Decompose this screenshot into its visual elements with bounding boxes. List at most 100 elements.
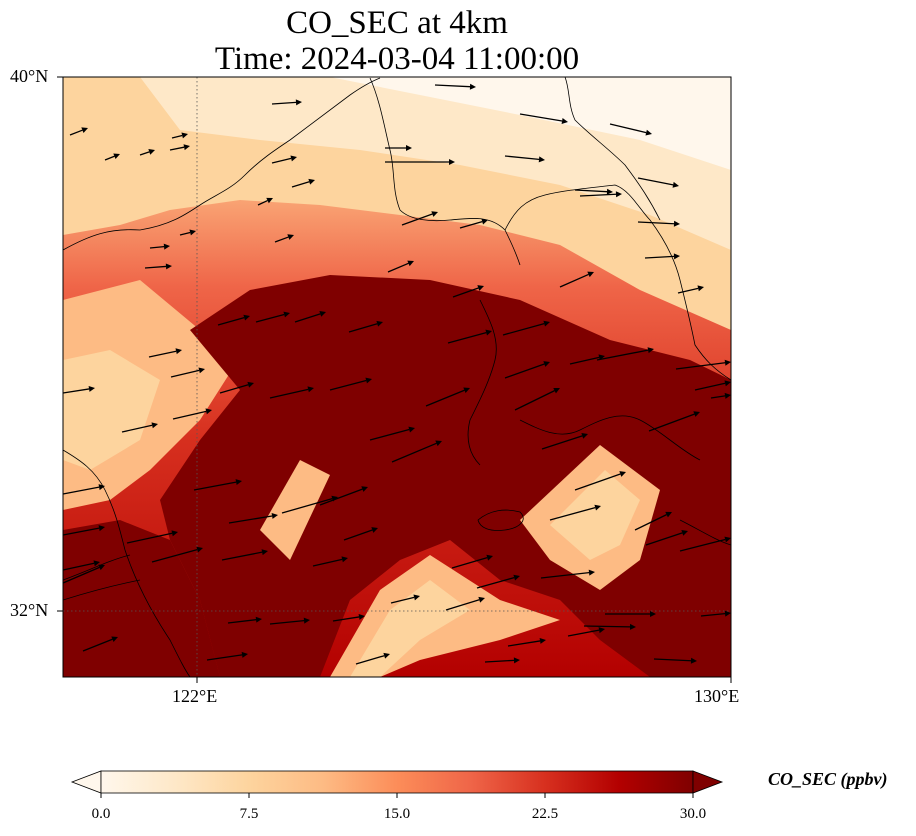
wind-arrow-shaft bbox=[567, 629, 600, 637]
wind-arrow-head bbox=[553, 387, 560, 394]
wind-arrow-head bbox=[615, 191, 622, 198]
wind-arrow bbox=[514, 387, 560, 411]
wind-arrow bbox=[447, 329, 492, 344]
wind-arrow bbox=[294, 310, 326, 323]
wind-arrow-shaft bbox=[514, 390, 555, 411]
wind-arrow bbox=[291, 178, 315, 188]
wind-arrow-head bbox=[673, 220, 680, 227]
wind-arrow-head bbox=[235, 479, 242, 486]
wind-arrow-head bbox=[513, 657, 520, 664]
coastline-east bbox=[564, 77, 661, 221]
wind-arrow bbox=[574, 188, 613, 195]
wind-arrow-shaft bbox=[82, 638, 113, 652]
wind-arrow bbox=[121, 422, 158, 433]
wind-arrow-shaft bbox=[569, 356, 600, 365]
wind-arrow-head bbox=[307, 386, 314, 393]
wind-arrow bbox=[694, 380, 731, 391]
wind-arrow bbox=[634, 511, 672, 531]
wind-arrow bbox=[605, 611, 656, 617]
wind-arrow-shaft bbox=[228, 515, 273, 524]
wind-arrow-head bbox=[469, 83, 476, 90]
wind-arrow-head bbox=[266, 197, 273, 204]
wind-arrow-shaft bbox=[447, 331, 487, 344]
wind-arrow-shaft bbox=[348, 323, 378, 333]
wind-arrow-shaft bbox=[269, 388, 309, 399]
wind-arrow-head bbox=[543, 361, 550, 367]
wind-arrow-shaft bbox=[609, 123, 647, 134]
wind-arrow-head bbox=[693, 411, 700, 417]
wind-arrow-shaft bbox=[541, 435, 583, 450]
wind-arrow-head bbox=[588, 569, 595, 576]
wind-arrow-head bbox=[341, 556, 348, 563]
wind-arrow bbox=[343, 527, 378, 541]
wind-arrow-head bbox=[361, 486, 368, 492]
wind-arrow bbox=[170, 367, 205, 378]
wind-arrow bbox=[648, 411, 700, 432]
wind-arrow-shaft bbox=[459, 221, 483, 229]
wind-arrow-shaft bbox=[257, 199, 268, 206]
wind-arrow-shaft bbox=[319, 488, 363, 506]
wind-arrow-shaft bbox=[227, 619, 257, 624]
wind-arrow bbox=[69, 127, 88, 136]
wind-arrow-shaft bbox=[679, 538, 726, 552]
wind-arrow-head bbox=[376, 320, 383, 327]
wind-arrow bbox=[255, 311, 290, 323]
wind-arrow-head bbox=[594, 504, 601, 511]
wind-arrow-shaft bbox=[269, 619, 305, 625]
wind-arrow-head bbox=[111, 636, 118, 643]
wind-arrow-shaft bbox=[710, 395, 726, 399]
wind-arrow bbox=[319, 486, 368, 506]
wind-arrow-head bbox=[148, 149, 155, 155]
wind-arrow bbox=[549, 504, 601, 521]
wind-arrow bbox=[459, 218, 488, 229]
wind-arrow-shaft bbox=[484, 659, 515, 663]
wind-arrow-shaft bbox=[169, 146, 185, 151]
wind-arrow-head bbox=[205, 408, 212, 415]
wind-arrow-shaft bbox=[144, 265, 167, 269]
wind-arrow-head bbox=[175, 348, 182, 355]
wind-arrow-head bbox=[435, 440, 442, 447]
wind-arrow-shaft bbox=[171, 134, 183, 139]
wind-arrow bbox=[62, 564, 105, 584]
wind-arrow-head bbox=[463, 387, 470, 394]
wind-arrow-head bbox=[724, 380, 731, 387]
wind-arrow-head bbox=[358, 613, 365, 620]
colorbar-tick-label-2: 15.0 bbox=[383, 806, 411, 822]
wind-arrow-head bbox=[198, 367, 205, 374]
wind-arrow-shaft bbox=[559, 273, 589, 288]
wind-arrow-head bbox=[690, 657, 697, 664]
wind-arrow-head bbox=[98, 484, 105, 491]
wind-arrow-head bbox=[181, 132, 188, 139]
wind-arrow bbox=[710, 392, 731, 399]
wind-arrow bbox=[451, 554, 493, 569]
wind-arrow-shaft bbox=[637, 221, 675, 225]
wind-arrow-head bbox=[606, 188, 613, 195]
wind-arrow-head bbox=[290, 155, 297, 162]
wind-arrow-head bbox=[308, 178, 315, 185]
wind-arrow bbox=[271, 99, 302, 106]
wind-arrow-head bbox=[619, 471, 626, 477]
wind-arrow-shaft bbox=[574, 473, 621, 491]
wind-arrow-head bbox=[697, 285, 704, 292]
wind-arrow bbox=[390, 594, 420, 604]
wind-arrow-head bbox=[255, 616, 262, 623]
coastline-south-islands bbox=[467, 299, 731, 546]
wind-arrow bbox=[329, 377, 372, 391]
wind-arrow-shaft bbox=[62, 486, 100, 495]
wind-arrow-shaft bbox=[281, 498, 333, 514]
wind-arrow-head bbox=[724, 610, 731, 617]
wind-arrow bbox=[269, 386, 314, 399]
wind-arrow bbox=[348, 320, 383, 333]
wind-arrow bbox=[126, 530, 178, 544]
wind-arrow-shaft bbox=[391, 442, 437, 463]
wind-arrow bbox=[269, 617, 310, 625]
wind-arrow-head bbox=[538, 156, 545, 163]
lat-label-32n: 32°N bbox=[10, 600, 49, 620]
wind-arrow bbox=[149, 243, 170, 250]
wind-arrow-head bbox=[647, 347, 654, 354]
wind-arrow-head bbox=[241, 651, 248, 658]
wind-arrow bbox=[653, 657, 697, 664]
wind-arrow bbox=[148, 348, 182, 358]
wind-arrow-head bbox=[183, 144, 190, 151]
